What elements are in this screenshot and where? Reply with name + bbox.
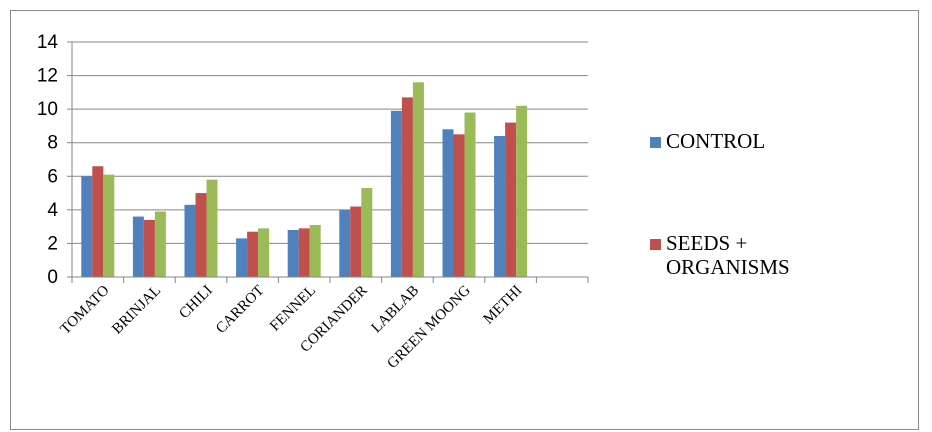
legend: CONTROL SEEDS + ORGANISMS <box>650 129 790 279</box>
x-tick-label: CHILI <box>176 283 216 323</box>
x-tick-label: BRINJAL <box>109 283 164 338</box>
bar <box>206 179 218 277</box>
y-tick-label: 10 <box>37 99 58 120</box>
bar <box>390 110 402 277</box>
y-tick-label: 8 <box>47 133 58 154</box>
bar <box>92 166 104 277</box>
bar <box>494 136 506 277</box>
bar <box>339 209 351 277</box>
bar <box>247 231 259 277</box>
legend-swatch <box>650 239 661 250</box>
bar <box>442 129 454 277</box>
x-tick-label: CARROT <box>213 283 267 337</box>
x-tick-label: METHI <box>481 283 526 328</box>
bar <box>298 228 310 277</box>
bar <box>361 188 373 277</box>
y-tick-label: 14 <box>37 32 59 53</box>
y-tick-label: 12 <box>37 66 58 87</box>
bar <box>81 176 93 277</box>
bar <box>143 219 155 277</box>
y-tick-label: 2 <box>47 233 58 254</box>
bar <box>132 216 144 277</box>
bar <box>184 204 196 277</box>
bar <box>412 82 424 278</box>
bar <box>350 206 362 277</box>
bar <box>195 193 207 277</box>
bar <box>287 230 299 277</box>
y-tick-labels: 0 2 4 6 8 10 12 14 <box>37 32 59 288</box>
legend-label: SEEDS + ORGANISMS <box>666 231 790 279</box>
x-tick-label: LABLAB <box>368 283 422 337</box>
y-tick-label: 6 <box>47 166 58 187</box>
x-tick-label: TOMATO <box>57 282 112 337</box>
bar <box>453 134 465 277</box>
legend-label: CONTROL <box>666 129 765 153</box>
bar <box>103 174 115 277</box>
bar <box>236 238 248 277</box>
y-tick-label: 4 <box>47 200 58 221</box>
bar <box>401 97 413 278</box>
x-tick-label: FENNEL <box>267 283 319 335</box>
axes <box>67 41 589 283</box>
y-tick-label: 0 <box>47 267 58 288</box>
bar <box>464 112 476 277</box>
bar <box>258 228 270 277</box>
bar <box>516 105 528 278</box>
bar <box>505 122 517 277</box>
bar <box>309 224 321 277</box>
legend-swatch <box>650 137 661 148</box>
bars <box>81 82 528 278</box>
bar <box>154 211 166 277</box>
